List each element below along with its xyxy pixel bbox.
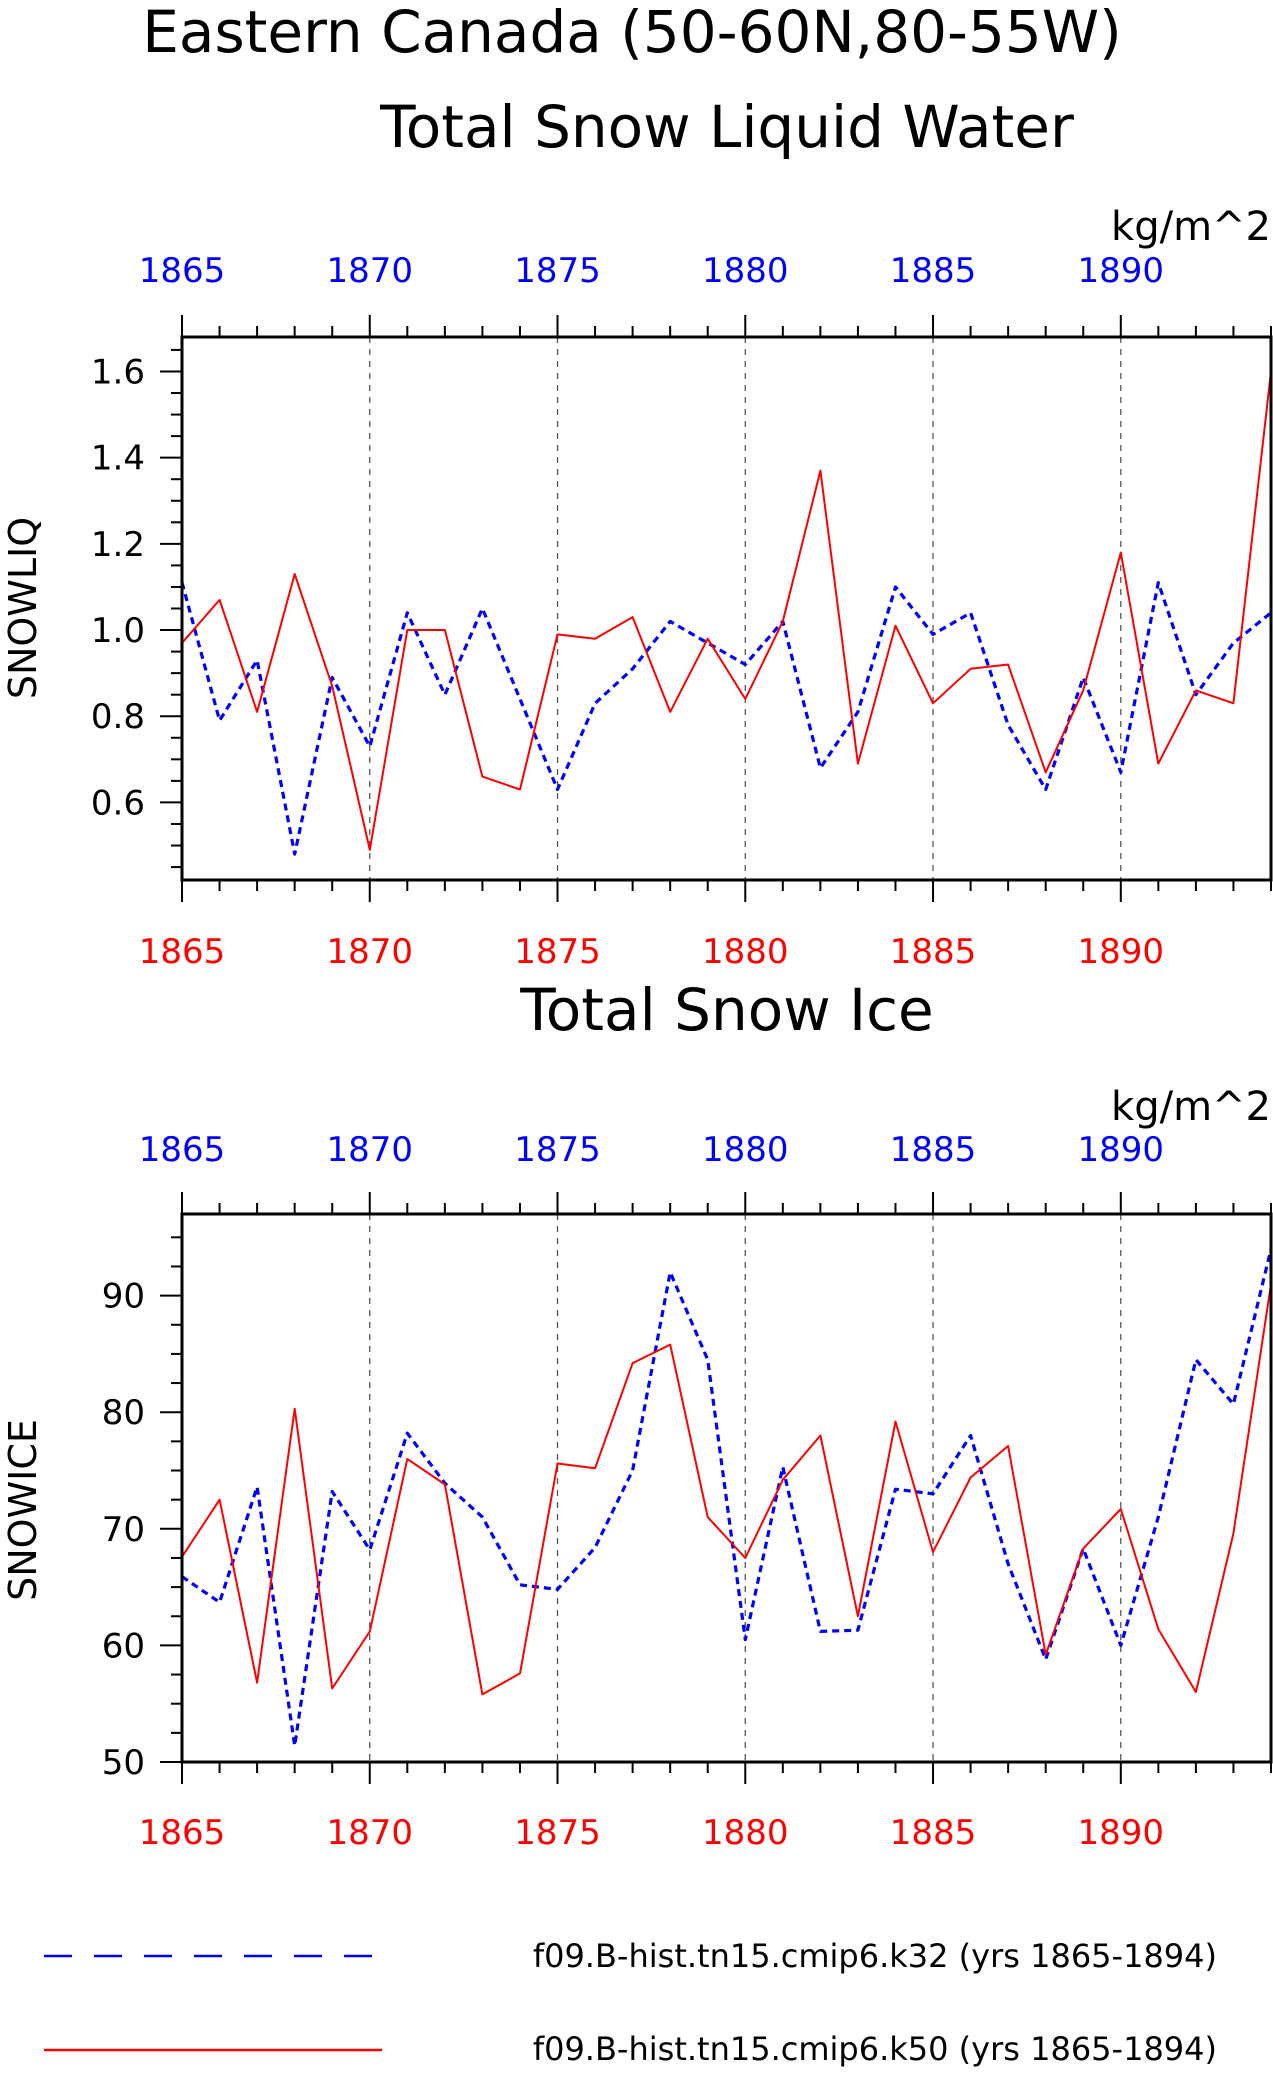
x-tick-label-top: 1880 (702, 1130, 789, 1170)
panel-snowliq: kg/m^2 SNOWLIQ 1865 1865 1870 1870 1875 1875 1… (1, 204, 1273, 972)
series-line-k32 (181, 1248, 1273, 1748)
x-tick-label-bottom: 1870 (326, 1813, 413, 1853)
x-tick-label-top: 1870 (326, 1130, 413, 1170)
chart-title-line1: Eastern Canada (50-60N,80-55W) (142, 0, 1122, 66)
y-tick-label: 1.2 (91, 525, 145, 565)
x-tick-label-bottom: 1880 (702, 1813, 789, 1853)
x-tick-label-bottom: 1885 (890, 932, 977, 972)
x-tick-label-bottom: 1865 (139, 932, 226, 972)
legend: f09.B-hist.tn15.cmip6.k32 (yrs 1865-1894… (44, 1937, 1217, 2068)
legend-label-k50: f09.B-hist.tn15.cmip6.k50 (yrs 1865-1894… (533, 2030, 1217, 2068)
x-tick-label-top: 1865 (139, 1130, 226, 1170)
x-tick-label-bottom: 1870 (326, 932, 413, 972)
x-tick-label-bottom: 1880 (702, 932, 789, 972)
x-tick-label-bottom: 1890 (1078, 932, 1165, 972)
x-tick-label-top: 1875 (514, 251, 601, 291)
x-tick-label-bottom: 1865 (139, 1813, 226, 1853)
series-line-k32 (180, 580, 1273, 856)
y-tick-label: 70 (102, 1510, 145, 1550)
plot-frame (180, 1212, 1273, 1764)
x-tick-label-bottom: 1875 (514, 932, 601, 972)
y-tick-label: 60 (102, 1626, 145, 1666)
panel-snowice: kg/m^2 SNOWICE 1865 1865 1870 1870 1875 1875 1… (1, 1084, 1273, 1853)
x-tick-label-top: 1875 (514, 1130, 601, 1170)
x-tick-label-top: 1885 (890, 251, 977, 291)
panel2-units: kg/m^2 (1111, 1084, 1271, 1130)
y-tick-label: 1.6 (91, 352, 145, 392)
x-tick-label-top: 1890 (1078, 1130, 1165, 1170)
panel2-ylabel: SNOWICE (1, 1419, 45, 1601)
y-tick-label: 80 (102, 1393, 145, 1433)
x-tick-label-top: 1880 (702, 251, 789, 291)
chart-title-line2: Total Snow Liquid Water (379, 93, 1074, 161)
panel1-units: kg/m^2 (1111, 204, 1271, 250)
x-tick-label-top: 1885 (890, 1130, 977, 1170)
x-tick-label-bottom: 1875 (514, 1813, 601, 1853)
y-tick-label: 1.4 (91, 439, 145, 479)
x-tick-label-bottom: 1885 (890, 1813, 977, 1853)
plot-frame (180, 335, 1273, 882)
panel1-ylabel: SNOWLIQ (1, 517, 45, 699)
y-tick-label: 0.8 (91, 697, 145, 737)
y-tick-label: 0.6 (91, 783, 145, 823)
y-tick-label: 50 (102, 1743, 145, 1783)
panel2-title: Total Snow Ice (519, 976, 934, 1044)
series-line-k50 (181, 1283, 1272, 1696)
x-tick-label-top: 1865 (139, 251, 226, 291)
y-tick-label: 1.0 (91, 611, 145, 651)
y-tick-label: 90 (102, 1277, 145, 1317)
x-tick-label-top: 1890 (1078, 251, 1165, 291)
series-line-k50 (181, 371, 1272, 851)
legend-label-k32: f09.B-hist.tn15.cmip6.k32 (yrs 1865-1894… (533, 1937, 1217, 1975)
x-tick-label-top: 1870 (326, 251, 413, 291)
x-tick-label-bottom: 1890 (1078, 1813, 1165, 1853)
